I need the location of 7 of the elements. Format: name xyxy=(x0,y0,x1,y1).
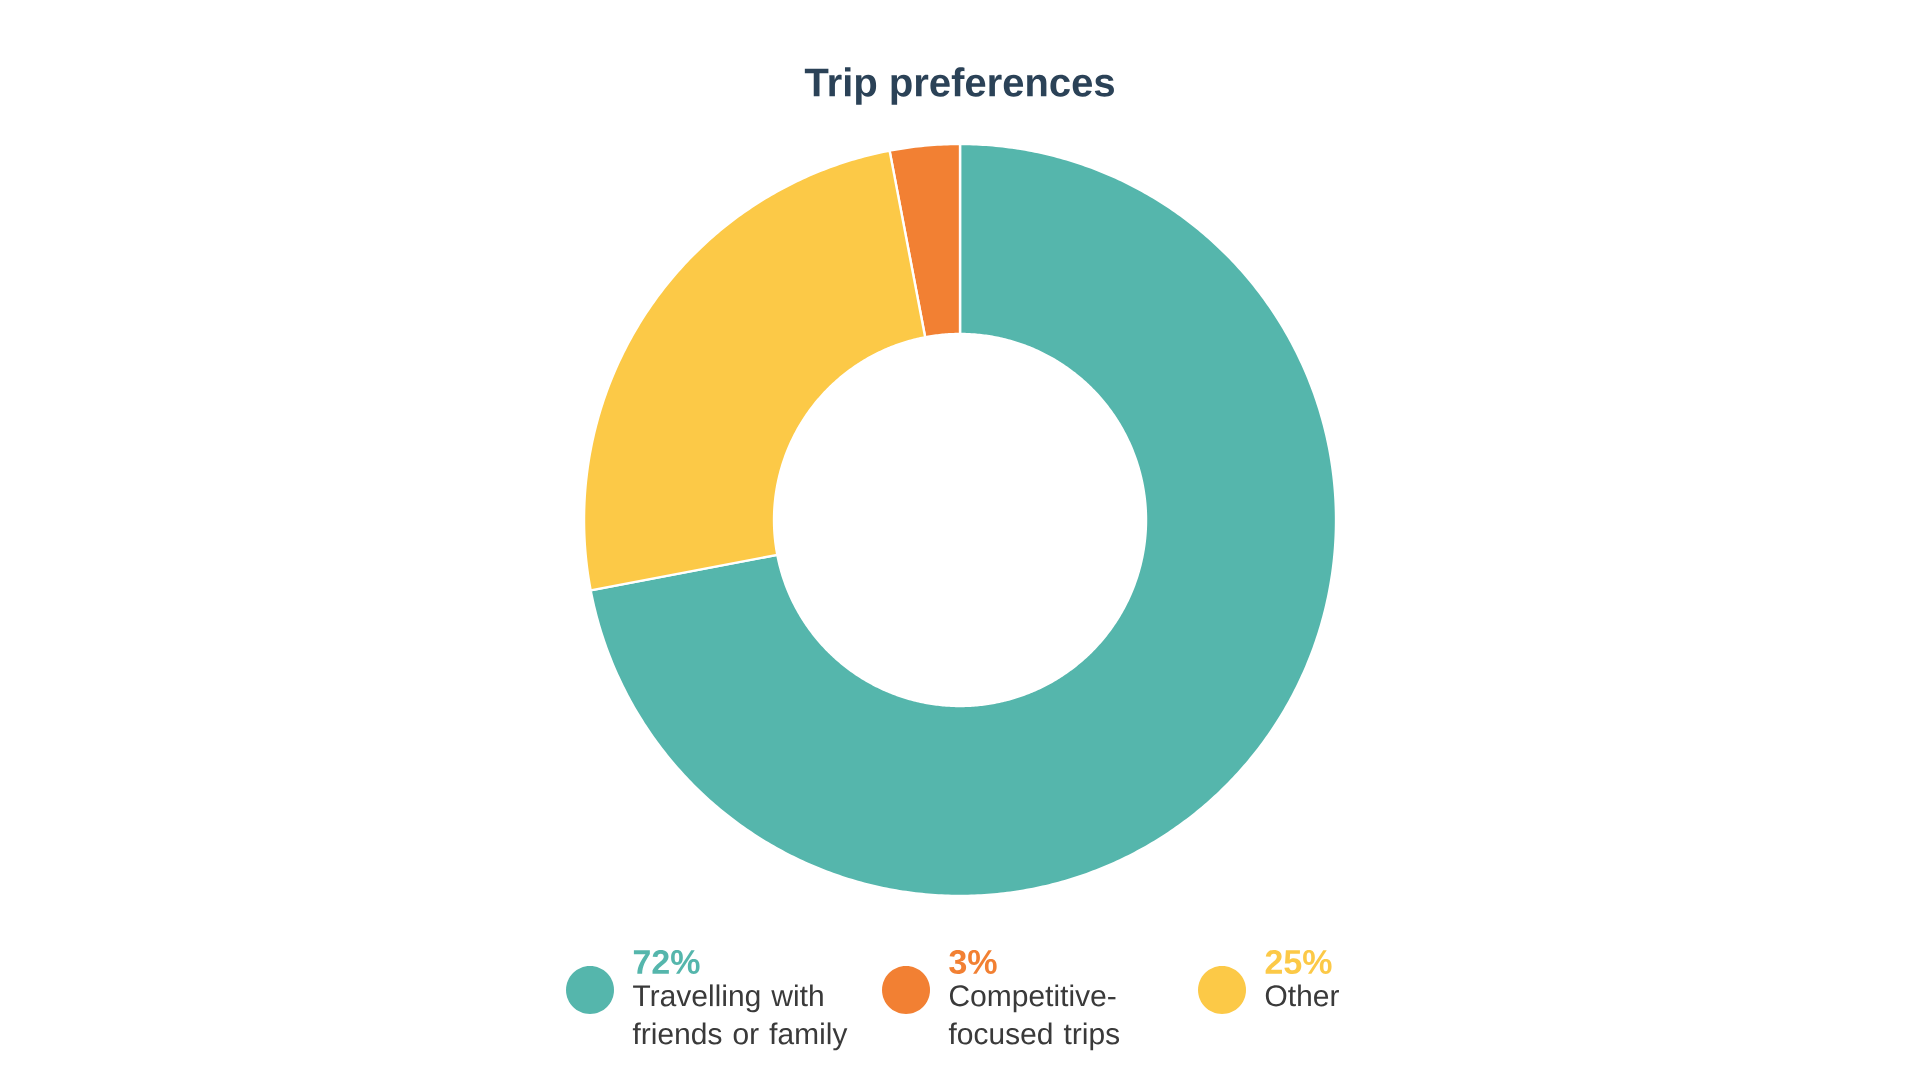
data-label: 72% xyxy=(633,949,700,974)
data-label: 25% xyxy=(1265,949,1332,975)
legend-label: Travelling with friends or family xyxy=(632,984,848,1051)
legend-label: Competitive-focused trips xyxy=(948,984,1120,1051)
data-label: 3% xyxy=(949,949,997,975)
chart-title: Trip preferences xyxy=(804,67,1114,105)
legend-label: Other xyxy=(1265,984,1339,1007)
